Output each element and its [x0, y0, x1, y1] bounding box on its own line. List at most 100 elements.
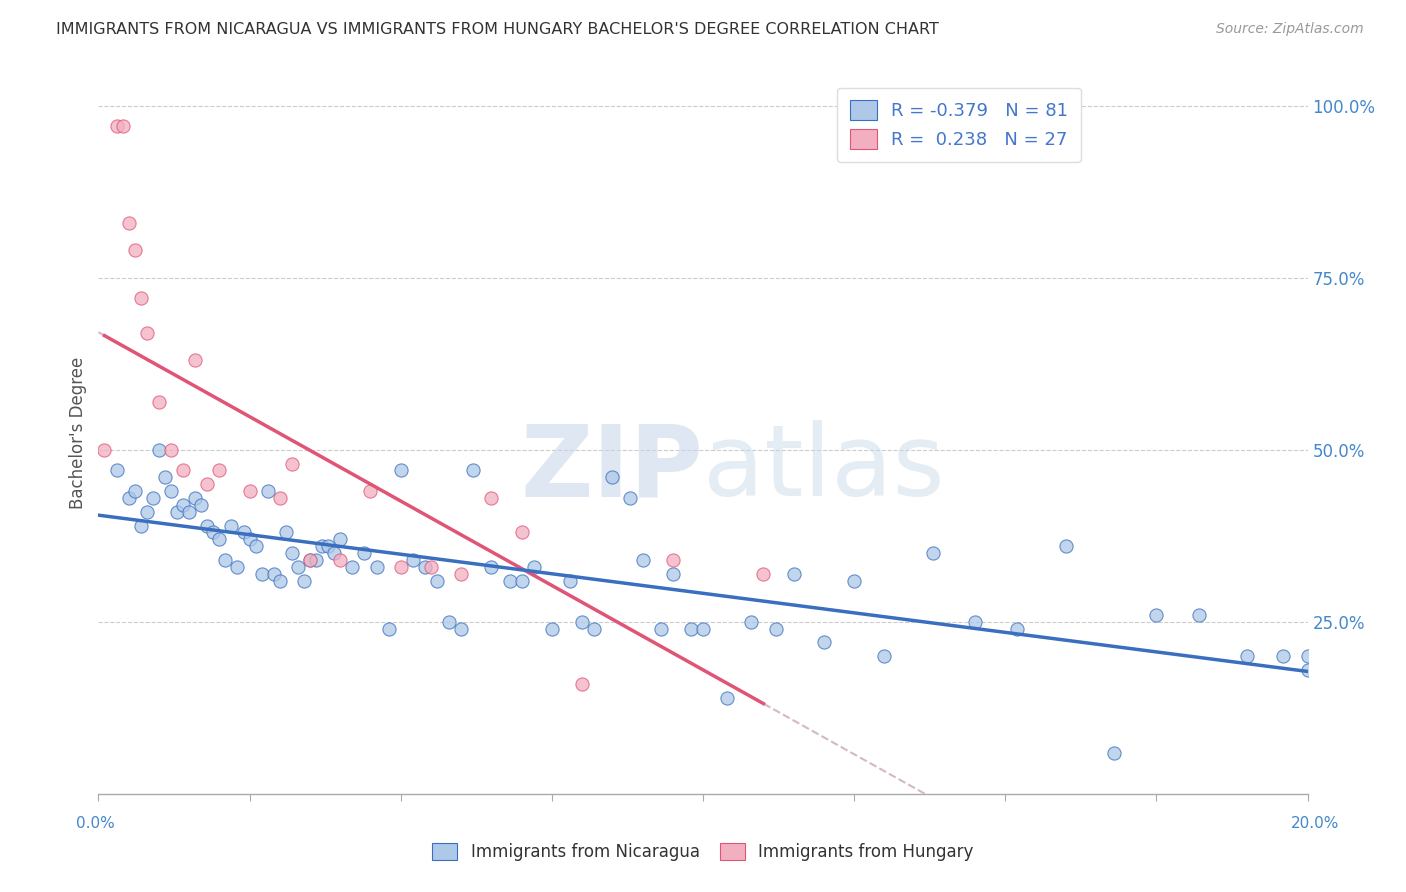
Point [129, 518, 152, 533]
Point [179, 505, 201, 519]
Point [765, 622, 787, 636]
Point [202, 525, 225, 540]
Point [195, 477, 218, 491]
Point [1188, 607, 1211, 622]
Point [619, 491, 641, 505]
Point [389, 463, 412, 477]
Point [250, 566, 273, 581]
Point [1296, 663, 1319, 677]
Point [353, 546, 375, 560]
Point [389, 559, 412, 574]
Point [402, 553, 425, 567]
Point [1054, 539, 1077, 553]
Point [148, 394, 170, 409]
Point [221, 518, 243, 533]
Point [692, 622, 714, 636]
Point [571, 615, 593, 629]
Point [965, 615, 987, 629]
Point [292, 574, 315, 588]
Text: Source: ZipAtlas.com: Source: ZipAtlas.com [1216, 22, 1364, 37]
Text: atlas: atlas [703, 420, 945, 517]
Point [783, 566, 806, 581]
Point [481, 559, 503, 574]
Point [463, 463, 485, 477]
Point [329, 533, 352, 547]
Point [716, 690, 738, 705]
Point [274, 525, 297, 540]
Point [1236, 649, 1258, 664]
Point [329, 553, 352, 567]
Text: 20.0%: 20.0% [1291, 816, 1339, 830]
Point [498, 574, 520, 588]
Point [437, 615, 460, 629]
Point [661, 566, 683, 581]
Point [650, 622, 672, 636]
Point [166, 505, 188, 519]
Legend: R = -0.379   N = 81, R =  0.238   N = 27: R = -0.379 N = 81, R = 0.238 N = 27 [837, 87, 1081, 161]
Point [184, 491, 207, 505]
Point [281, 457, 304, 471]
Point [661, 553, 683, 567]
Point [360, 484, 382, 499]
Point [342, 559, 364, 574]
Point [269, 574, 291, 588]
Point [377, 622, 399, 636]
Point [1007, 622, 1029, 636]
Point [195, 518, 218, 533]
Point [153, 470, 176, 484]
Point [245, 539, 267, 553]
Point [558, 574, 581, 588]
Point [740, 615, 762, 629]
Point [510, 525, 533, 540]
Point [142, 491, 165, 505]
Point [124, 244, 146, 258]
Point [540, 622, 562, 636]
Point [631, 553, 654, 567]
Point [93, 442, 115, 457]
Point [105, 463, 128, 477]
Point [256, 484, 278, 499]
Point [420, 559, 443, 574]
Point [1102, 746, 1125, 760]
Point [160, 484, 183, 499]
Point [172, 498, 194, 512]
Point [184, 353, 207, 368]
Point [1296, 649, 1319, 664]
Point [239, 484, 262, 499]
Point [111, 120, 134, 134]
Point [299, 553, 322, 567]
Point [426, 574, 449, 588]
Point [311, 539, 333, 553]
Point [118, 491, 141, 505]
Point [679, 622, 702, 636]
Point [226, 559, 249, 574]
Text: 0.0%: 0.0% [76, 816, 115, 830]
Point [299, 553, 322, 567]
Legend: Immigrants from Nicaragua, Immigrants from Hungary: Immigrants from Nicaragua, Immigrants fr… [426, 836, 980, 868]
Point [323, 546, 346, 560]
Point [413, 559, 436, 574]
Point [118, 216, 141, 230]
Point [450, 622, 472, 636]
Point [366, 559, 388, 574]
Point [921, 546, 943, 560]
Point [813, 635, 835, 649]
Point [571, 677, 593, 691]
Point [172, 463, 194, 477]
Point [602, 470, 624, 484]
Point [305, 553, 328, 567]
Point [316, 539, 339, 553]
Text: ZIP: ZIP [520, 420, 703, 517]
Point [844, 574, 866, 588]
Y-axis label: Bachelor's Degree: Bachelor's Degree [69, 357, 87, 508]
Point [214, 553, 236, 567]
Point [873, 649, 896, 664]
Point [752, 566, 775, 581]
Point [583, 622, 606, 636]
Point [523, 559, 546, 574]
Point [269, 491, 291, 505]
Point [281, 546, 304, 560]
Point [263, 566, 285, 581]
Point [1144, 607, 1167, 622]
Point [208, 463, 231, 477]
